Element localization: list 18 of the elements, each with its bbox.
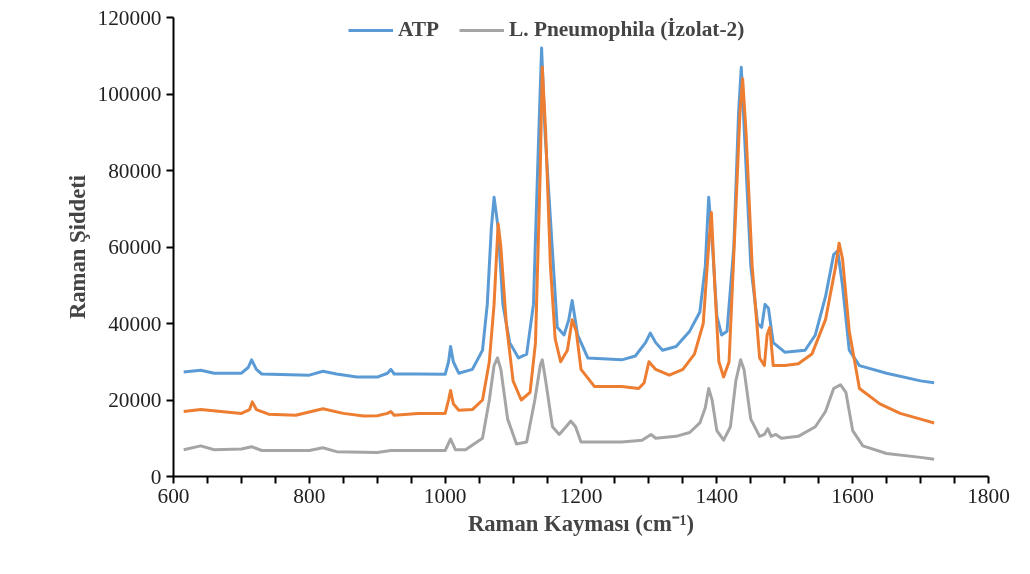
y-tick-label: 40000 [108, 311, 162, 336]
x-tick-label: 1400 [695, 483, 739, 508]
x-tick-label: 1000 [423, 483, 467, 508]
y-tick-label: 20000 [108, 388, 162, 412]
legend-label: ATP [398, 17, 440, 42]
y-tick-label: 80000 [108, 158, 162, 183]
x-tick-label: 800 [293, 483, 326, 508]
x-tick-label: 1600 [831, 483, 874, 508]
y-tick-label: 60000 [108, 235, 162, 259]
x-axis-title: Raman Kayması (cm⁻¹) [467, 510, 695, 536]
y-axis-title: Raman Şiddeti [64, 174, 90, 320]
y-tick-label: 100000 [97, 82, 162, 106]
y-tick-label: 120000 [97, 5, 162, 30]
legend-label: L. Pneumophila (İzolat-2) [509, 17, 745, 42]
line-series [182, 65, 936, 425]
line-series [182, 356, 936, 461]
x-tick-label: 1200 [559, 483, 603, 508]
x-tick-label: 1800 [967, 483, 1010, 508]
